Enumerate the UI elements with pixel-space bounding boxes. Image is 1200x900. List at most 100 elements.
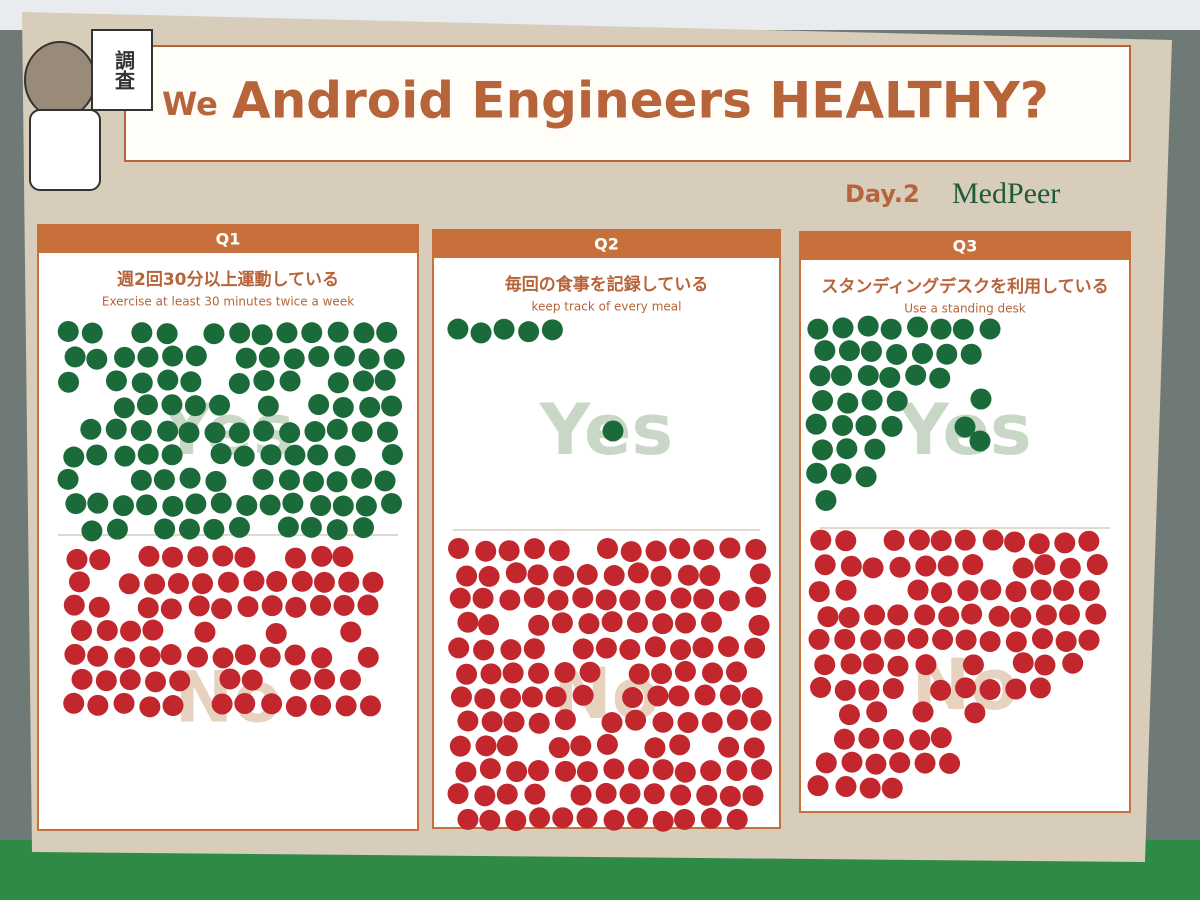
sticker-dot (905, 364, 927, 386)
sticker-dot (327, 321, 349, 343)
sticker-dot (865, 753, 887, 775)
sticker-dot (374, 369, 396, 391)
sticker-dot (619, 589, 641, 611)
sticker-dot (310, 694, 332, 716)
sticker-dot (955, 629, 977, 651)
sticker-dot (601, 712, 623, 734)
sticker-dot (881, 777, 903, 799)
sticker-dot (251, 324, 273, 346)
sticker-dot (137, 443, 159, 465)
sticker-dot (693, 539, 715, 561)
sticker-dot (628, 663, 650, 685)
sticker-dot (830, 463, 852, 485)
sticker-dot (185, 493, 207, 515)
sticker-dot (700, 760, 722, 782)
sticker-dot (840, 653, 862, 675)
sticker-dot (815, 489, 837, 511)
sticker-dot (860, 629, 882, 651)
sticker-dot (576, 761, 598, 783)
sticker-dot (954, 529, 976, 551)
sticker-dot (841, 751, 863, 773)
sticker-dot (628, 758, 650, 780)
sticker-dot (65, 493, 87, 515)
sticker-dot (884, 628, 906, 650)
sticker-dot (114, 346, 136, 368)
sticker-dot (228, 422, 250, 444)
sticker-dot (162, 695, 184, 717)
sticker-dot (105, 370, 127, 392)
sticker-dot (806, 462, 828, 484)
sticker-dot (381, 395, 403, 417)
sticker-dot (807, 775, 829, 797)
sticker-dot (211, 693, 233, 715)
sticker-dot (651, 663, 673, 685)
sticker-dot (595, 589, 617, 611)
sticker-dot (834, 628, 856, 650)
sticker-dot (914, 752, 936, 774)
sticker-dot (187, 646, 209, 668)
sticker-dot (228, 372, 250, 394)
sticker-dot (120, 620, 142, 642)
sticker-dot (332, 495, 354, 517)
sticker-dot (551, 612, 573, 634)
sticker-dot (886, 390, 908, 412)
sticker-dot (835, 530, 857, 552)
sticker-dot (674, 808, 696, 830)
sticker-dot (832, 317, 854, 339)
sticker-dot (456, 663, 478, 685)
sticker-dot (1028, 533, 1050, 555)
sticker-dot (144, 573, 166, 595)
sticker-dot (962, 654, 984, 676)
sticker-dot (279, 422, 301, 444)
sticker-dot (505, 562, 527, 584)
brand: MedPeer (952, 177, 1060, 210)
sticker-dot (601, 611, 623, 633)
sticker-dot (669, 537, 691, 559)
sticker-dot (743, 737, 765, 759)
sticker-dot (260, 444, 282, 466)
sticker-dot (1004, 531, 1026, 553)
sticker-dot (327, 372, 349, 394)
sticker-dot (625, 709, 647, 731)
sticker-dot (284, 444, 306, 466)
sticker-dot (979, 679, 1001, 701)
question: スタンディングデスクを利用している (821, 276, 1108, 297)
sticker-dot (119, 669, 141, 691)
sticker-dot (479, 809, 501, 831)
sticker-dot (326, 471, 348, 493)
sticker-dot (961, 603, 983, 625)
sticker-dot (647, 685, 669, 707)
sticker-dot (383, 348, 405, 370)
question-en: Use a standing desk (904, 302, 1026, 316)
sticker-dot (266, 570, 288, 592)
sticker-dot (505, 810, 527, 832)
sticker-dot (620, 541, 642, 563)
sticker-dot (1012, 557, 1034, 579)
question-en: keep track of every meal (532, 300, 682, 314)
sticker-dot (359, 396, 381, 418)
sticker-dot (447, 783, 469, 805)
sticker-dot (235, 347, 257, 369)
sticker-dot (362, 571, 384, 593)
sticker-dot (576, 564, 598, 586)
sticker-dot (1085, 603, 1107, 625)
sticker-dot (500, 639, 522, 661)
sticker-dot (692, 637, 714, 659)
sticker-dot (840, 555, 862, 577)
sticker-dot (855, 415, 877, 437)
sticker-dot (889, 556, 911, 578)
sticker-dot (137, 346, 159, 368)
sticker-dot (475, 540, 497, 562)
sticker-dot (807, 318, 829, 340)
sticker-dot (326, 519, 348, 541)
sticker-dot (479, 758, 501, 780)
sticker-dot (548, 737, 570, 759)
sticker-dot (744, 637, 766, 659)
sticker-dot (619, 638, 641, 660)
sticker-dot (524, 783, 546, 805)
sticker-dot (449, 735, 471, 757)
sticker-dot (812, 390, 834, 412)
sticker-dot (1055, 630, 1077, 652)
sticker-dot (960, 343, 982, 365)
